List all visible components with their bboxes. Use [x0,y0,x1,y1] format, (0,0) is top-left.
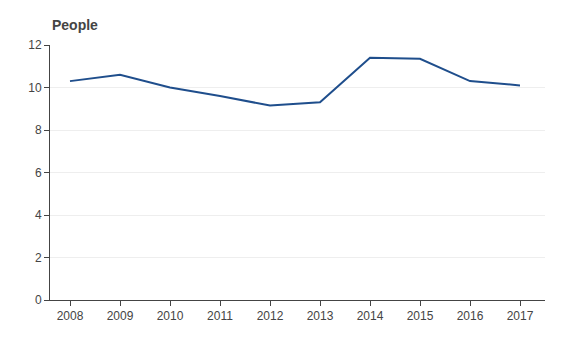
svg-text:2014: 2014 [357,309,384,323]
svg-text:8: 8 [35,123,42,137]
svg-text:2013: 2013 [307,309,334,323]
svg-text:2016: 2016 [457,309,484,323]
svg-text:2011: 2011 [207,309,233,323]
svg-text:People: People [52,17,98,33]
svg-text:10: 10 [28,81,42,95]
svg-text:2012: 2012 [257,309,284,323]
svg-text:2: 2 [35,251,42,265]
svg-text:12: 12 [28,38,42,52]
svg-text:2009: 2009 [107,309,134,323]
svg-text:0: 0 [35,293,42,307]
svg-text:2010: 2010 [157,309,184,323]
svg-text:6: 6 [35,166,42,180]
svg-text:2017: 2017 [507,309,534,323]
svg-text:2015: 2015 [407,309,434,323]
svg-text:4: 4 [35,208,42,222]
svg-text:2008: 2008 [57,309,84,323]
